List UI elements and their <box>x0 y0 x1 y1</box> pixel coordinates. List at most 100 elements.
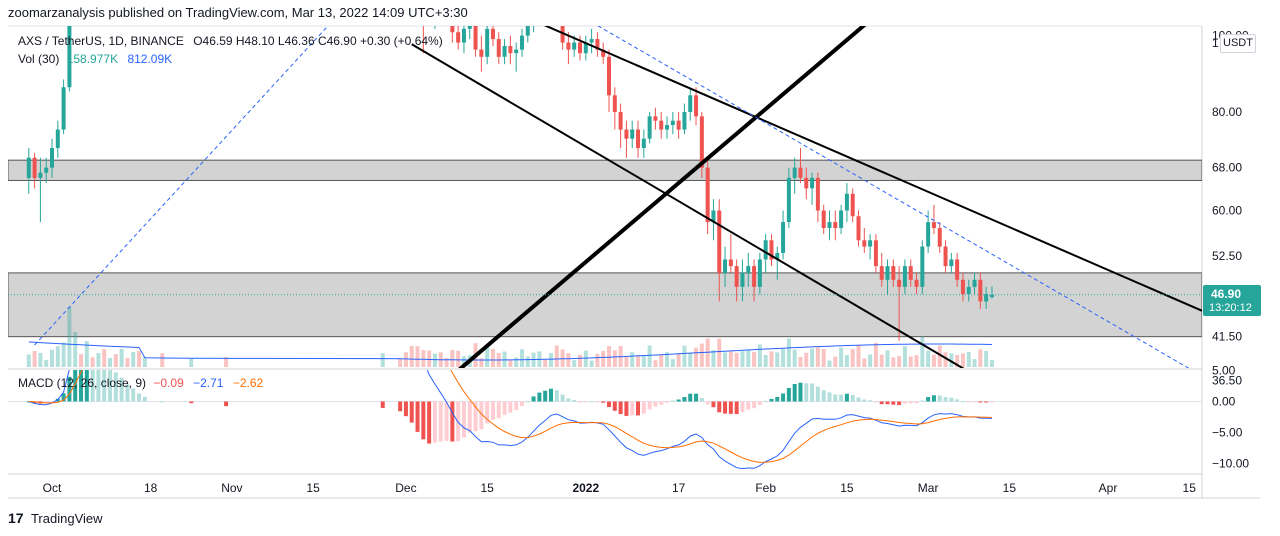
candle-body <box>902 266 907 287</box>
symbol-name[interactable]: AXS / TetherUS, 1D, BINANCE <box>18 34 184 48</box>
candle-body <box>688 95 693 113</box>
candle-body <box>595 39 600 50</box>
macd-tick-label: −5.00 <box>1212 426 1243 440</box>
time-tick-label: Nov <box>221 481 242 495</box>
volume-bar <box>624 356 629 367</box>
candle-body <box>937 228 942 247</box>
macd-hist-bar <box>699 397 704 402</box>
price-tick-label: 41.50 <box>1212 330 1242 344</box>
macd-hist-bar <box>572 399 577 402</box>
time-axis[interactable]: Oct 18 Nov 15 Dec 15 2022 17 Feb 15 Mar 15 Apr 15 <box>43 481 1197 495</box>
macd-hist-bar <box>131 388 136 402</box>
volume-bar <box>636 355 641 367</box>
volume-bar <box>792 349 797 367</box>
chart-frame <box>8 25 1260 499</box>
volume-label[interactable]: Vol (30) <box>18 52 60 66</box>
volume-bar <box>543 359 548 367</box>
volume-bar <box>554 345 559 367</box>
candle-body <box>972 279 977 287</box>
macd-hist-bar <box>728 401 733 414</box>
volume-bar <box>566 353 571 367</box>
macd-hist-bar <box>862 399 867 402</box>
candle-body <box>699 116 704 168</box>
macd-hist-bar <box>856 397 861 402</box>
volume-bar <box>827 360 832 367</box>
volume-bar <box>502 351 507 367</box>
macd-hist-bar <box>560 394 565 402</box>
price-tick-label: 1 <box>1212 36 1219 50</box>
volume-bar <box>740 351 745 367</box>
macd-hist-bar <box>914 401 919 404</box>
macd-hist-bar <box>142 396 147 402</box>
trendlines[interactable] <box>34 0 1219 385</box>
volume-bars <box>26 307 994 367</box>
candle-body <box>966 286 971 295</box>
candle-body <box>897 279 902 287</box>
candle-body <box>496 39 501 57</box>
tradingview-logo[interactable]: 17 TradingView <box>8 510 103 526</box>
candle-body <box>612 95 617 113</box>
macd-hist-bar <box>792 384 797 402</box>
macd-hist-bar <box>902 401 907 404</box>
trendline-2 <box>411 43 965 368</box>
macd-hist-bar <box>467 401 472 433</box>
candle-body <box>978 279 983 302</box>
tradingview-logo-text: TradingView <box>30 511 103 526</box>
macd-hist-bar <box>421 401 426 440</box>
macd-hist-bar <box>850 394 855 402</box>
volume-bar <box>972 359 977 367</box>
time-tick-label: 2022 <box>572 481 599 495</box>
macd-hist-bar <box>479 401 484 430</box>
candle-body <box>647 116 652 139</box>
volume-bar <box>142 357 147 367</box>
candle-body <box>775 252 780 260</box>
candle-body <box>844 193 849 211</box>
candle-body <box>734 266 739 287</box>
macd-hist-bar <box>618 401 623 415</box>
candle-body <box>490 28 495 40</box>
macd-legend: MACD (12, 26, close, 9) −0.09 −2.71 −2.6… <box>18 376 263 390</box>
macd-hist-bar <box>409 401 414 423</box>
candle-body <box>653 116 658 121</box>
candle-body <box>815 177 820 211</box>
volume-bar <box>108 358 113 367</box>
candle-body <box>746 266 751 273</box>
time-tick-label: 17 <box>672 481 686 495</box>
candle-body <box>757 259 762 287</box>
macd-axis: 5.00 0.00 −5.00 −10.00 <box>1212 364 1249 471</box>
candle-body <box>665 125 670 130</box>
candle-body <box>868 240 873 247</box>
candle-body <box>537 3 541 9</box>
volume-bar <box>723 352 728 367</box>
macd-hist-bar <box>473 401 478 432</box>
macd-pane <box>8 370 1202 470</box>
macd-hist-bar <box>119 377 124 402</box>
macd-hist-bar <box>804 383 809 402</box>
trendline-1 <box>543 26 1202 312</box>
volume-bar <box>763 354 768 367</box>
candle-body <box>960 279 965 295</box>
currency-selector[interactable]: USDT <box>1220 34 1256 53</box>
candle-body <box>485 28 490 57</box>
volume-bar <box>73 332 78 367</box>
macd-hist-bar <box>810 383 815 402</box>
macd-label[interactable]: MACD (12, 26, close, 9) <box>18 376 147 390</box>
volume-bar <box>891 357 896 367</box>
volume-bar <box>688 353 693 367</box>
macd-hist-bar <box>694 393 699 402</box>
volume-bar <box>966 352 971 367</box>
macd-hist-bar <box>380 401 385 408</box>
last-price-tag: 46.90 13:20:12 <box>1203 285 1261 316</box>
macd-hist-bar <box>931 395 936 402</box>
macd-hist-bar <box>879 401 884 405</box>
volume-bar <box>55 346 60 367</box>
volume-bar <box>403 352 408 367</box>
macd-hist-value: −0.09 <box>153 376 184 390</box>
volume-bar <box>810 348 815 367</box>
volume-bar <box>398 358 403 367</box>
macd-hist-bar <box>456 401 461 442</box>
macd-hist-bar <box>752 401 757 409</box>
macd-hist-bar <box>798 382 803 402</box>
